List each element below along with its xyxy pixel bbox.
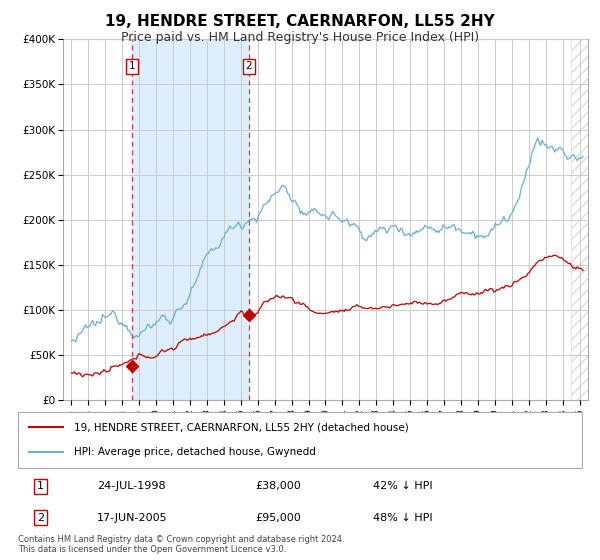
- Text: 19, HENDRE STREET, CAERNARFON, LL55 2HY (detached house): 19, HENDRE STREET, CAERNARFON, LL55 2HY …: [74, 422, 409, 432]
- Text: Contains HM Land Registry data © Crown copyright and database right 2024.
This d: Contains HM Land Registry data © Crown c…: [18, 535, 344, 554]
- Text: 42% ↓ HPI: 42% ↓ HPI: [373, 482, 433, 492]
- Text: Price paid vs. HM Land Registry's House Price Index (HPI): Price paid vs. HM Land Registry's House …: [121, 31, 479, 44]
- Bar: [571, 39, 588, 400]
- Text: 2: 2: [245, 61, 252, 71]
- FancyBboxPatch shape: [18, 412, 582, 468]
- Text: £38,000: £38,000: [255, 482, 301, 492]
- Bar: [132, 39, 248, 400]
- Text: 1: 1: [37, 482, 44, 492]
- Text: 1: 1: [128, 61, 135, 71]
- Text: HPI: Average price, detached house, Gwynedd: HPI: Average price, detached house, Gwyn…: [74, 447, 316, 457]
- Text: 19, HENDRE STREET, CAERNARFON, LL55 2HY: 19, HENDRE STREET, CAERNARFON, LL55 2HY: [105, 14, 495, 29]
- Text: 2: 2: [37, 513, 44, 522]
- Text: £95,000: £95,000: [255, 513, 301, 522]
- Text: 24-JUL-1998: 24-JUL-1998: [97, 482, 166, 492]
- Text: 17-JUN-2005: 17-JUN-2005: [97, 513, 167, 522]
- Text: 48% ↓ HPI: 48% ↓ HPI: [373, 513, 433, 522]
